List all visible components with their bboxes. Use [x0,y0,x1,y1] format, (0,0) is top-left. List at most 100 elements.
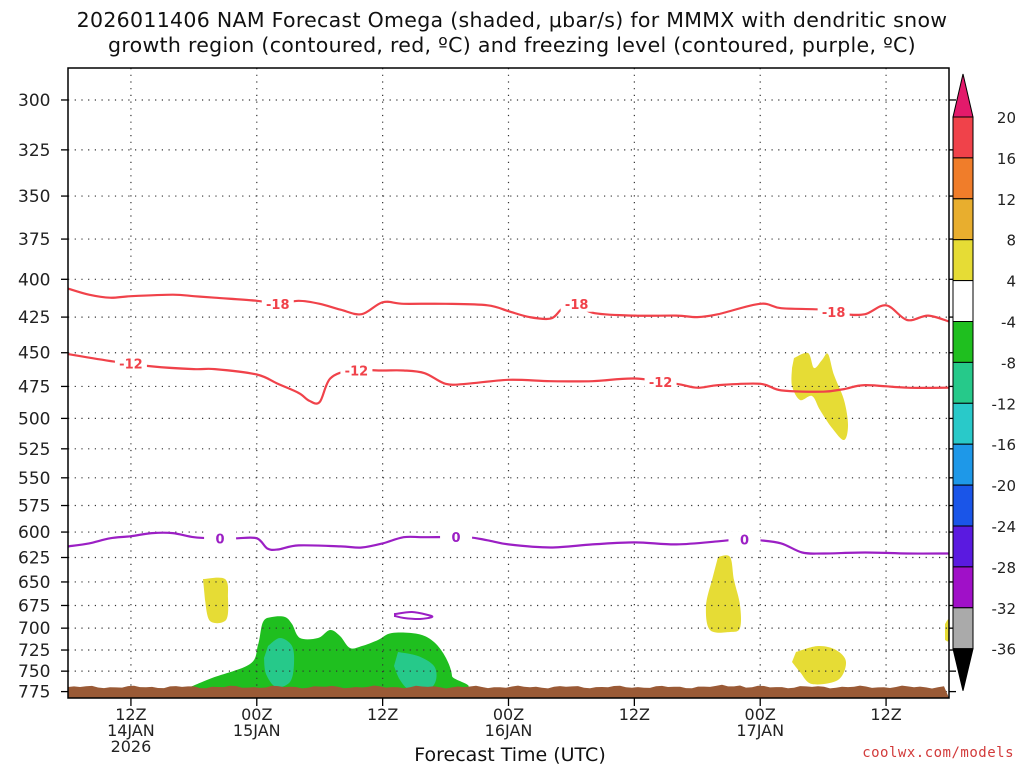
contour-label-0-1: -18 [565,298,589,313]
x-tick-label-60-0: 12Z [619,705,650,724]
contour-label-1-0: -12 [119,358,143,373]
y-tick-label-725: 725 [18,641,50,661]
x-tick-label-48-0: 00Z [493,705,524,724]
yellow-descent-1 [203,577,229,624]
x-tick-label-72-1: 17JAN [736,721,784,740]
omega-colorbar: 20 16 12 8 4 -4 -8 -12 -16 -20 -24 -28 -32 -36 [952,73,1017,691]
x-tick-label-24-0: 00Z [241,705,272,724]
contour-label-0-2: -18 [822,306,846,321]
contour-label-0-0: -18 [266,298,290,313]
terrain-strip [68,684,949,698]
colorbar-label-9: -20 [992,477,1017,495]
contour-label-2-1: 0 [452,531,461,546]
x-tick-label-12-2: 2026 [111,737,152,756]
contour-line-1 [67,353,950,405]
chart-title-line2: growth region (contoured, red, ºC) and f… [108,33,916,57]
teal-ascent-core-1 [264,638,295,688]
colorbar-top-arrow [952,73,974,118]
colorbar-segment-7 [952,361,974,404]
contour-label-bg [340,362,373,379]
colorbar-segment-4 [952,239,974,282]
colorbar-bottom-arrow [952,648,974,691]
y-tick-label-675: 675 [18,596,50,616]
contour-label-bg [114,355,147,372]
colorbar-segment-9 [952,443,974,486]
contour-label-2-2: 0 [740,534,749,549]
yellow-descent-2 [791,352,848,441]
colorbar-segment-12 [952,566,974,609]
colorbar-segment-6 [952,321,974,363]
freezing-level-small-loop [394,610,434,621]
colorbar-label-11: -28 [992,559,1017,577]
colorbar-label-12: -32 [992,600,1017,618]
contour-label-bg [644,373,677,390]
yellow-descent-3 [705,555,742,633]
yellow-descent-4 [792,645,847,685]
site-credit[interactable]: coolwx.com/models [862,745,1014,761]
contour-line-2 [67,531,950,555]
y-tick-label-650: 650 [18,573,50,593]
colorbar-segment-5 [952,280,974,323]
contour-label-bg [728,531,761,548]
contour-label-bg [440,529,473,546]
colorbar-segment-11 [952,525,974,568]
colorbar-label-2: 12 [997,191,1016,209]
colorbar-label-6: -8 [1001,354,1016,372]
colorbar-label-1: 16 [997,150,1016,168]
x-tick-label-36-0: 12Z [367,705,398,724]
colorbar-segment-2 [952,157,974,200]
colorbar-label-10: -24 [992,518,1017,536]
x-tick-label-12-0: 12Z [115,705,146,724]
colorbar-segment-13 [952,607,974,650]
contour-label-1-1: -12 [345,364,369,379]
colorbar-label-4: 4 [1006,273,1016,291]
y-tick-label-450: 450 [18,344,50,364]
y-tick-label-525: 525 [18,440,50,460]
contour-label-bg [560,295,593,312]
contour-label-2-0: 0 [216,532,225,547]
y-tick-label-600: 600 [18,523,50,543]
y-tick-label-325: 325 [18,141,50,161]
y-tick-label-625: 625 [18,549,50,569]
colorbar-label-13: -36 [992,641,1017,659]
colorbar-label-5: -4 [1001,314,1016,332]
x-tick-label-84-0: 12Z [870,705,901,724]
y-tick-label-500: 500 [18,409,50,429]
y-tick-label-775: 775 [18,683,50,703]
colorbar-segment-10 [952,484,974,527]
contour-label-1-2: -12 [649,376,673,391]
colorbar-segment-8 [952,402,974,445]
x-axis-title: Forecast Time (UTC) [414,744,606,766]
y-tick-label-300: 300 [18,91,50,111]
y-tick-label-475: 475 [18,377,50,397]
colorbar-label-3: 8 [1006,232,1016,250]
omega-shading-layer [188,352,950,692]
contour-label-bg [817,303,850,320]
y-tick-label-750: 750 [18,662,50,682]
x-tick-label-48-1: 16JAN [485,721,533,740]
teal-ascent-core-2 [394,652,437,692]
y-axis: 300 325 350 375 400 425 450 475 500 525 550 575 600 6… [18,91,956,703]
colorbar-label-0: 20 [997,109,1016,127]
y-tick-label-425: 425 [18,308,50,328]
terrain-surface [68,684,949,698]
temperature-contours: -18 -18 -18 -12 -12 -12 0 0 0 [67,287,950,621]
chart-title-line1: 2026011406 NAM Forecast Omega (shaded, μ… [76,8,948,32]
x-tick-label-12-1: 14JAN [107,721,155,740]
y-tick-label-400: 400 [18,270,50,290]
colorbar-segment-1 [952,116,974,159]
colorbar-segment-3 [952,198,974,241]
x-tick-label-72-0: 00Z [745,705,776,724]
x-tick-label-24-1: 15JAN [233,721,281,740]
colorbar-label-7: -12 [992,395,1017,413]
y-tick-label-375: 375 [18,230,50,250]
y-tick-label-575: 575 [18,497,50,517]
y-tick-label-550: 550 [18,469,50,489]
colorbar-label-8: -16 [992,436,1017,454]
contour-label-bg [204,530,237,547]
y-tick-label-350: 350 [18,187,50,207]
y-tick-label-700: 700 [18,619,50,639]
contour-label-bg [261,295,294,312]
